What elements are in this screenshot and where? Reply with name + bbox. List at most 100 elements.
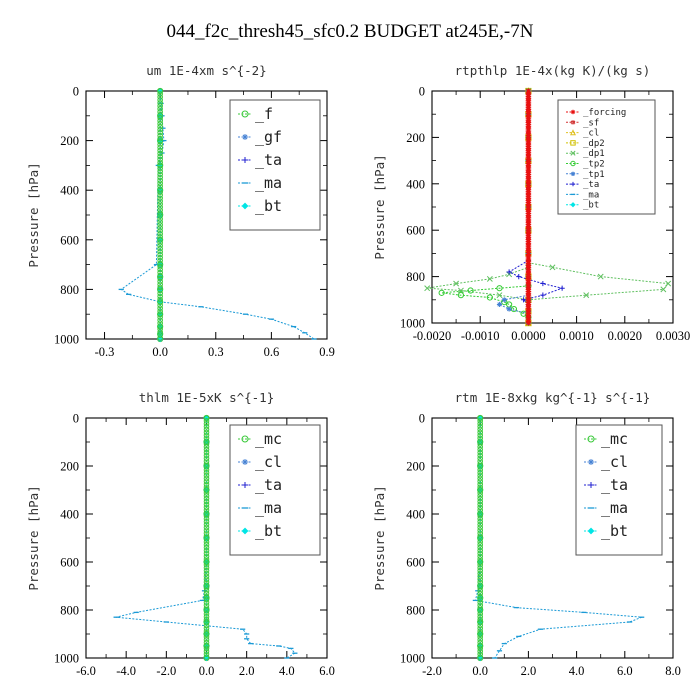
legend-label: _ta xyxy=(255,476,282,494)
data-point xyxy=(477,467,484,473)
data-point xyxy=(516,274,522,280)
data-point xyxy=(203,562,210,568)
data-point xyxy=(477,639,484,646)
y-axis-label: Pressure [hPa] xyxy=(26,485,41,590)
panel-title: thlm 1E-5xK s^{-1} xyxy=(139,390,274,405)
y-axis-label: Pressure [hPa] xyxy=(372,485,387,590)
data-point xyxy=(203,648,210,655)
data-point xyxy=(496,285,503,292)
y-tick-label: 800 xyxy=(60,283,79,297)
data-point xyxy=(203,634,210,640)
data-point xyxy=(157,284,163,291)
data-point xyxy=(157,281,163,288)
x-tick-label: 4.0 xyxy=(569,664,585,678)
data-point xyxy=(157,207,163,213)
data-point xyxy=(477,527,484,534)
legend-item: _ma xyxy=(584,499,628,517)
x-tick-label: 0.0010 xyxy=(559,329,593,343)
legend-box xyxy=(575,424,663,556)
panel-title: rtm 1E-8xkg kg^{-1} s^{-1} xyxy=(455,390,651,405)
data-point xyxy=(477,441,484,447)
series-group xyxy=(118,87,317,343)
data-point xyxy=(157,263,163,270)
data-point xyxy=(477,570,484,577)
data-point xyxy=(203,415,210,421)
data-point xyxy=(457,287,464,294)
data-point xyxy=(477,651,484,657)
x-tick-label: 0.0000 xyxy=(511,329,545,343)
legend-label: _ta xyxy=(255,151,282,169)
legend-label: _mc xyxy=(601,430,628,448)
data-point xyxy=(477,487,484,493)
data-point xyxy=(157,320,163,326)
data-point xyxy=(477,539,484,545)
data-point xyxy=(157,222,163,228)
data-point xyxy=(477,504,484,511)
data-point xyxy=(157,335,163,341)
legend-marker xyxy=(570,181,576,187)
legend-marker xyxy=(242,157,248,163)
data-point xyxy=(203,492,210,499)
data-point xyxy=(157,245,163,252)
data-point xyxy=(477,567,484,574)
legend-label: _dp1 xyxy=(583,149,605,159)
data-point xyxy=(157,156,163,163)
series-line xyxy=(441,285,529,318)
data-point xyxy=(660,286,667,293)
data-point xyxy=(157,159,163,166)
data-point xyxy=(203,469,210,476)
data-point xyxy=(157,248,163,255)
data-point xyxy=(157,168,163,175)
data-point xyxy=(203,429,210,436)
data-point xyxy=(157,308,163,315)
y-tick-label: 400 xyxy=(60,508,79,522)
data-point xyxy=(203,651,210,657)
figure-title: 044_f2c_thresh45_sfc0.2 BUDGET at245E,-7… xyxy=(167,21,534,42)
x-tick-label: -0.3 xyxy=(95,345,115,359)
data-point xyxy=(203,481,210,488)
data-point xyxy=(203,444,210,450)
data-point xyxy=(203,498,210,505)
x-tick-label: 0.6 xyxy=(264,345,280,359)
legend-label: _gf xyxy=(255,128,282,146)
data-point xyxy=(203,570,210,577)
data-point xyxy=(477,484,484,490)
legend-item: _tp2 xyxy=(566,159,605,169)
data-point xyxy=(157,195,163,201)
data-point xyxy=(203,619,210,626)
y-tick-label: 200 xyxy=(406,460,425,474)
legend-marker xyxy=(242,134,248,140)
data-point xyxy=(203,602,210,609)
data-point xyxy=(477,438,484,444)
data-point xyxy=(203,573,210,580)
data-point xyxy=(157,329,163,335)
data-point xyxy=(203,628,210,634)
data-point xyxy=(157,114,163,121)
legend-marker xyxy=(570,160,576,167)
data-point xyxy=(157,314,163,320)
data-point xyxy=(477,616,484,623)
data-point xyxy=(203,446,210,453)
data-point xyxy=(157,177,163,184)
data-point xyxy=(203,599,210,606)
data-point xyxy=(477,590,484,597)
legend-label: _ta xyxy=(601,476,628,494)
data-point xyxy=(157,219,163,225)
data-point xyxy=(157,183,163,190)
zero-column-markers xyxy=(477,415,484,660)
data-point xyxy=(203,596,210,603)
legend-label: _ma xyxy=(255,499,282,517)
data-point xyxy=(203,435,210,441)
data-point xyxy=(157,225,163,231)
x-tick-label: -2.0 xyxy=(156,664,176,678)
data-point xyxy=(477,573,484,580)
data-point xyxy=(501,297,507,303)
legend: _mc _cl _ta _ma _bt xyxy=(575,424,663,556)
data-point xyxy=(457,292,465,299)
x-tick-label: -4.0 xyxy=(116,664,136,678)
data-point xyxy=(203,441,210,447)
zero-column-markers xyxy=(203,415,210,660)
data-point xyxy=(203,654,210,660)
y-tick-label: 200 xyxy=(60,134,79,148)
data-point xyxy=(506,301,513,308)
